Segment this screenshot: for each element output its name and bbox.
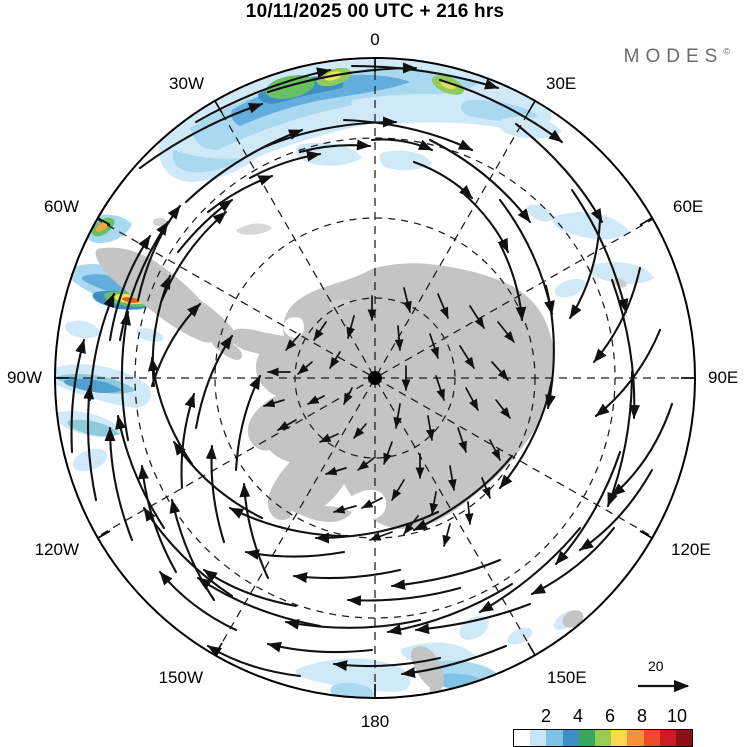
- precip-blob-n-right: [379, 150, 432, 171]
- precip-sa-east: [136, 328, 164, 342]
- lon-label-60W: 60W: [44, 197, 79, 216]
- antarctic-peninsula: [267, 462, 296, 520]
- precip-sa-orange: [95, 222, 109, 232]
- colorbar-tick-10: 10: [666, 706, 688, 726]
- ronne-shelf-inlet: [283, 317, 304, 338]
- colorbar-tick-6: 6: [604, 706, 616, 726]
- lon-label-90E: 90E: [708, 368, 739, 387]
- modes-logo: MODES©: [624, 46, 730, 68]
- copyright-mark: ©: [723, 46, 730, 57]
- lon-label-30E: 30E: [546, 74, 577, 93]
- colorbar-band-10: [675, 730, 693, 746]
- antarctic-peninsula-base: [247, 396, 276, 451]
- lon-label-120W: 120W: [34, 540, 79, 559]
- lon-label-90W: 90W: [7, 368, 42, 387]
- colorbar-tick-labels: 2 4 6 8 10: [505, 706, 700, 727]
- patagonia: [197, 300, 237, 344]
- lon-label-30W: 30W: [169, 74, 204, 93]
- colorbar-strip: [513, 729, 693, 747]
- precip-yellow-north-b: [440, 80, 456, 90]
- precip-s-a: [295, 658, 411, 692]
- lon-label-150E: 150E: [547, 668, 587, 687]
- lon-label-150W: 150W: [158, 668, 203, 687]
- wind-scale-value: 20: [648, 658, 664, 674]
- meridian-30W-150E: [214, 100, 536, 656]
- precip-green-north-a: [265, 75, 315, 99]
- precip-io-a: [552, 211, 630, 240]
- antarctic-shelf-west: [230, 328, 284, 354]
- colorbar-tick-8: 8: [636, 706, 648, 726]
- colorbar-band-0: [514, 730, 531, 746]
- precip-band-north-mid: [190, 69, 478, 150]
- precip-blob-nw-mid: [172, 150, 240, 173]
- colorbar-band-8: [643, 730, 660, 746]
- colorbar-band-1: [530, 730, 547, 746]
- ice-patch-w: [330, 299, 352, 309]
- colorbar-band-5: [594, 730, 612, 746]
- colorbar-band-2: [546, 730, 563, 746]
- ice-patch-nw: [236, 223, 272, 235]
- colorbar-tick-4: 4: [572, 706, 584, 726]
- colorbar-band-4: [578, 730, 595, 746]
- wind-scale-key: 20: [636, 658, 726, 700]
- precip-io-c: [554, 278, 586, 298]
- colorbar-band-7: [627, 730, 644, 746]
- new-zealand-north-island: [411, 646, 444, 691]
- tasmania: [562, 610, 584, 628]
- lon-label-0: 0: [370, 30, 380, 49]
- precip-sa-south: [65, 320, 100, 339]
- south-pole-marker: [368, 371, 382, 385]
- lon-label-180: 180: [360, 712, 390, 731]
- colorbar-band-9: [659, 730, 676, 746]
- colorbar-band-6: [611, 730, 628, 746]
- wind-scale-arrow-icon: [638, 679, 690, 693]
- colorbar: 2 4 6 8 10: [505, 706, 700, 747]
- lon-label-120E: 120E: [671, 540, 711, 559]
- brand-text: MODES: [623, 46, 724, 67]
- colorbar-tick-2: 2: [540, 706, 552, 726]
- colorbar-band-3: [562, 730, 579, 746]
- precip-io-d: [526, 204, 554, 222]
- island-patch-nw: [153, 218, 167, 226]
- precip-core-north: [231, 74, 410, 126]
- meridian-30E-150W: [214, 100, 536, 656]
- lon-label-60E: 60E: [673, 197, 704, 216]
- page-title: 10/11/2025 00 UTC + 216 hrs: [245, 1, 505, 22]
- precip-blob-e30: [498, 116, 562, 139]
- precip-blob-ne-mid: [461, 100, 538, 122]
- wind-vector-field: [70, 62, 674, 678]
- antarctica-landmass: [255, 263, 555, 529]
- longitude-ticks: [55, 58, 695, 698]
